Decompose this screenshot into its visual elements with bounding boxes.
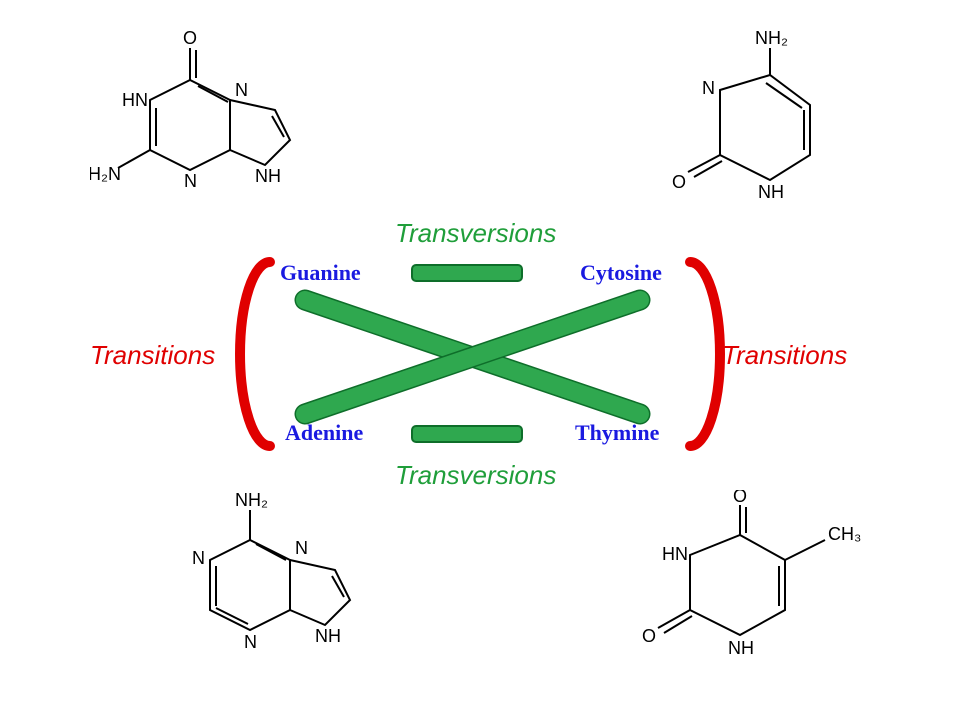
atom-O-top: O <box>733 490 747 506</box>
atom-CH3: CH₃ <box>828 524 861 544</box>
atom-NH: NH <box>758 182 784 202</box>
label-transversions-top: Transversions <box>395 218 556 249</box>
atom-N-tl: N <box>192 548 205 568</box>
transition-arc-left <box>240 262 270 446</box>
atom-N-bl: N <box>244 632 257 652</box>
atom-O: O <box>183 30 197 48</box>
label-transitions-left: Transitions <box>90 340 215 371</box>
atom-O-btm: O <box>642 626 656 646</box>
label-guanine: Guanine <box>280 260 361 286</box>
atom-NH: NH <box>728 638 754 658</box>
atom-HN: HN <box>122 90 148 110</box>
transition-arc-right <box>690 262 720 446</box>
label-adenine: Adenine <box>285 420 363 446</box>
atom-NH: NH <box>315 626 341 646</box>
atom-NH: NH <box>255 166 281 186</box>
transversion-bar-bottom <box>412 426 522 442</box>
label-cytosine: Cytosine <box>580 260 662 286</box>
atom-NH2: NH₂ <box>235 490 268 510</box>
atom-N-top: N <box>235 80 248 100</box>
atom-N: N <box>702 78 715 98</box>
atom-H2N: H₂N <box>90 164 121 184</box>
atom-N-tr: N <box>295 538 308 558</box>
atom-NH2: NH₂ <box>755 30 788 48</box>
label-thymine: Thymine <box>575 420 659 446</box>
molecule-guanine: O HN N N NH H₂N <box>90 30 350 230</box>
atom-O: O <box>672 172 686 192</box>
molecule-thymine: O HN O NH CH₃ <box>620 490 880 690</box>
label-transversions-bottom: Transversions <box>395 460 556 491</box>
transversion-bar-top <box>412 265 522 281</box>
molecule-adenine: NH₂ N N N NH <box>160 490 400 690</box>
molecule-cytosine: NH₂ N O NH <box>640 30 860 230</box>
label-transitions-right: Transitions <box>722 340 847 371</box>
atom-HN: HN <box>662 544 688 564</box>
atom-N-btm: N <box>184 171 197 191</box>
